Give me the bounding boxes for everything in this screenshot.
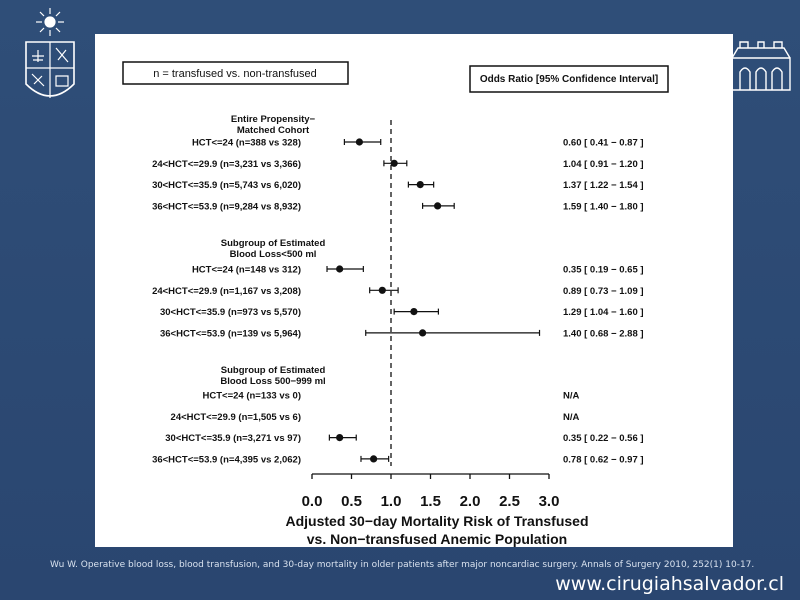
building-logo [731, 41, 791, 91]
row-ci-text: 1.59 [ 1.40 − 1.80 ] [563, 201, 644, 212]
group-title-line: Blood Loss 500−999 ml [220, 376, 325, 387]
x-tick-label: 2.5 [499, 493, 520, 510]
x-axis-title-line-1: Adjusted 30−day Mortality Risk of Transf… [285, 513, 588, 529]
sample-size-legend-box [122, 61, 349, 85]
odds-ratio-point [370, 455, 378, 463]
x-tick-label: 3.0 [539, 493, 560, 510]
odds-ratio-point [378, 286, 386, 294]
forest-plot: n = transfused vs. non-transfused Odds R… [122, 61, 669, 547]
row-ci-text: N/A [563, 391, 580, 402]
row-label: 30<HCT<=35.9 (n=5,743 vs 6,020) [152, 180, 301, 191]
odds-ratio-point [434, 202, 442, 210]
odds-ratio-point [336, 434, 344, 442]
row-ci-text: 0.78 [ 0.62 − 0.97 ] [563, 454, 644, 465]
row-label: 36<HCT<=53.9 (n=9,284 vs 8,932) [152, 201, 301, 212]
row-label: 24<HCT<=29.9 (n=1,505 vs 6) [171, 412, 301, 423]
row-ci-text: 0.60 [ 0.41 − 0.87 ] [563, 138, 644, 149]
x-tick-label: 0.0 [302, 493, 323, 510]
odds-ratio-point [355, 138, 363, 146]
row-ci-text: 0.35 [ 0.22 − 0.56 ] [563, 433, 644, 444]
odds-ratio-point [336, 265, 344, 273]
university-seal-logo [25, 8, 75, 98]
citation-text: Wu W. Operative blood loss, blood transf… [50, 560, 755, 570]
row-label: 36<HCT<=53.9 (n=139 vs 5,964) [160, 328, 301, 339]
odds-ratio-point [410, 308, 418, 316]
x-tick-label: 2.0 [460, 493, 481, 510]
group-title-line: Entire Propensity− [231, 114, 316, 125]
row-label: 24<HCT<=29.9 (n=1,167 vs 3,208) [152, 286, 301, 297]
row-label: HCT<=24 (n=133 vs 0) [203, 391, 301, 402]
row-ci-text: N/A [563, 412, 580, 423]
group-title-line: Blood Loss<500 ml [230, 249, 317, 260]
x-tick-label: 1.5 [420, 493, 441, 510]
x-tick-label: 0.5 [341, 493, 362, 510]
x-axis-title-line-2: vs. Non−transfused Anemic Population [307, 531, 567, 547]
row-ci-text: 0.35 [ 0.19 − 0.65 ] [563, 265, 644, 276]
odds-ratio-point [416, 181, 424, 189]
row-ci-text: 1.40 [ 0.68 − 2.88 ] [563, 328, 644, 339]
x-tick-label: 1.0 [381, 493, 402, 510]
row-label: 30<HCT<=35.9 (n=973 vs 5,570) [160, 307, 301, 318]
row-label: 36<HCT<=53.9 (n=4,395 vs 2,062) [152, 454, 301, 465]
group-title-line: Subgroup of Estimated [221, 238, 326, 249]
odds-ratio-header-text: Odds Ratio [95% Confidence Interval] [480, 74, 658, 85]
row-label: 24<HCT<=29.9 (n=3,231 vs 3,366) [152, 159, 301, 170]
odds-ratio-point [419, 329, 427, 337]
row-ci-text: 1.04 [ 0.91 − 1.20 ] [563, 159, 644, 170]
odds-ratio-header-box [469, 65, 669, 93]
odds-ratio-point [390, 159, 398, 167]
group-title-line: Matched Cohort [237, 125, 310, 136]
row-ci-text: 0.89 [ 0.73 − 1.09 ] [563, 286, 644, 297]
group-title-line: Subgroup of Estimated [221, 365, 326, 376]
row-label: 30<HCT<=35.9 (n=3,271 vs 97) [165, 433, 301, 444]
row-label: HCT<=24 (n=148 vs 312) [192, 265, 301, 276]
figure-panel: n = transfused vs. non-transfused Odds R… [95, 34, 733, 547]
row-label: HCT<=24 (n=388 vs 328) [192, 138, 301, 149]
website-url[interactable]: www.cirugiahsalvador.cl [555, 573, 784, 595]
sample-size-legend-text: n = transfused vs. non-transfused [153, 68, 317, 80]
row-ci-text: 1.29 [ 1.04 − 1.60 ] [563, 307, 644, 318]
row-ci-text: 1.37 [ 1.22 − 1.54 ] [563, 180, 644, 191]
